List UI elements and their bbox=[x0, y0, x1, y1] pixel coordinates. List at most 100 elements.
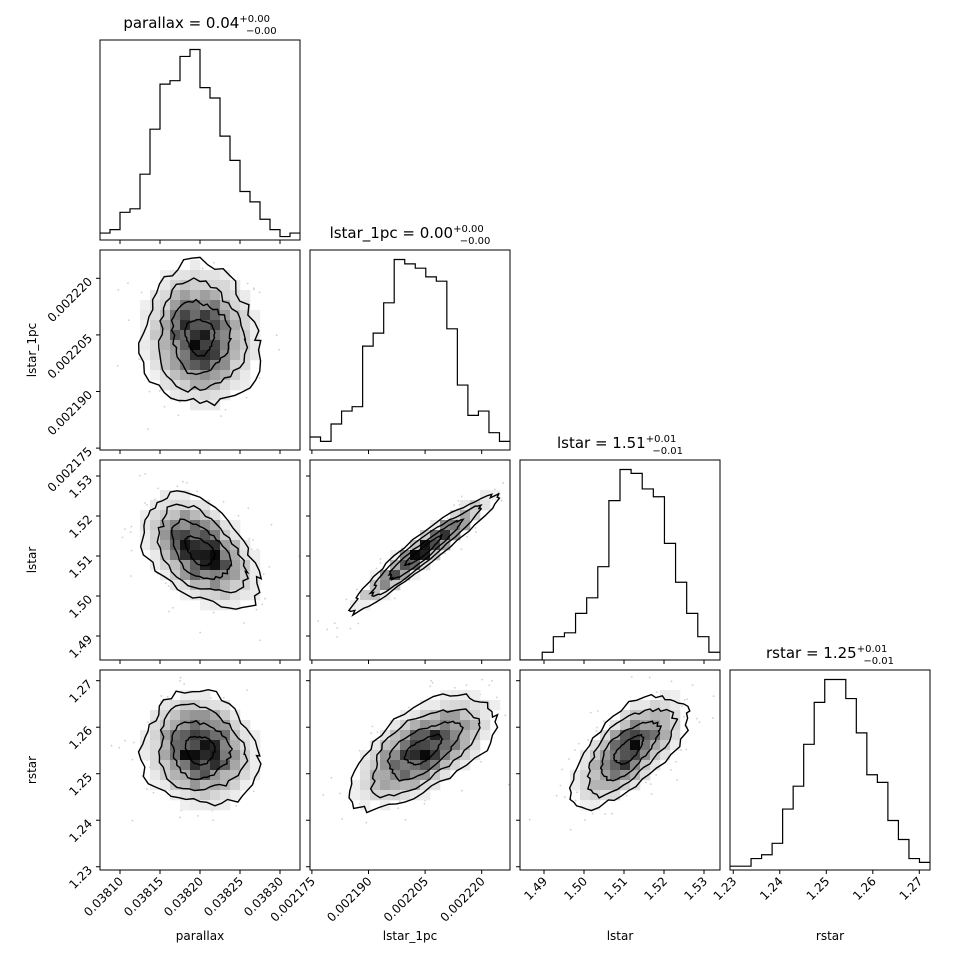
density-cell bbox=[210, 320, 221, 331]
sample-point bbox=[140, 291, 143, 294]
density-cell bbox=[430, 520, 441, 531]
density-cell bbox=[230, 290, 241, 301]
density-cell bbox=[180, 730, 191, 741]
density-cell bbox=[200, 360, 211, 371]
density-cell bbox=[220, 270, 231, 281]
density-cell bbox=[230, 380, 241, 391]
sample-point bbox=[130, 525, 133, 528]
sample-point bbox=[124, 528, 126, 531]
sample-point bbox=[124, 739, 126, 742]
density-cell bbox=[170, 340, 181, 351]
sample-point bbox=[132, 741, 135, 744]
sample-point bbox=[514, 481, 516, 483]
y-tick-label: 1.51 bbox=[66, 552, 95, 581]
sample-point bbox=[443, 552, 446, 555]
density-cell bbox=[180, 750, 191, 761]
axis-labels-layer: parallax lstar_1pc lstar rstarlstar_1pclsta… bbox=[25, 323, 844, 943]
sample-point bbox=[252, 539, 254, 541]
density-cell bbox=[140, 320, 151, 331]
density-cell bbox=[200, 700, 211, 711]
density-cell bbox=[230, 530, 241, 541]
density-cell bbox=[160, 780, 171, 791]
density-cell bbox=[170, 550, 181, 561]
density-cell bbox=[620, 710, 631, 721]
density-cell bbox=[440, 520, 451, 531]
sample-point bbox=[349, 627, 352, 630]
density-cell bbox=[460, 720, 471, 731]
density-cell bbox=[180, 370, 191, 381]
density-cell bbox=[600, 780, 611, 791]
density-cell bbox=[400, 720, 411, 731]
y-tick-label: 0.002220 bbox=[45, 275, 95, 325]
density-cell bbox=[200, 580, 211, 591]
density-cell bbox=[140, 730, 151, 741]
sample-point bbox=[655, 691, 658, 694]
sample-point bbox=[686, 698, 688, 700]
panel-rstar-vs-lstar: 1.49 1.50 1.51 1.52 1.53 bbox=[516, 669, 721, 903]
density-cell bbox=[420, 750, 431, 761]
sample-point bbox=[379, 562, 382, 564]
contour-line bbox=[612, 733, 645, 766]
sample-point bbox=[183, 683, 186, 685]
sample-point bbox=[235, 805, 238, 807]
sample-point bbox=[481, 678, 484, 681]
density-cell bbox=[150, 310, 161, 321]
contour-line bbox=[184, 318, 216, 357]
density-cell bbox=[470, 740, 481, 751]
density-cell bbox=[250, 740, 261, 751]
sample-point bbox=[528, 818, 531, 821]
sample-point bbox=[589, 711, 592, 714]
sample-point bbox=[330, 776, 333, 779]
sample-point bbox=[148, 505, 150, 507]
sample-point bbox=[197, 815, 199, 817]
density-cell bbox=[210, 390, 221, 401]
sample-point bbox=[261, 603, 264, 606]
contour-line bbox=[171, 518, 233, 581]
density-cell bbox=[240, 300, 251, 311]
density-cell bbox=[170, 270, 181, 281]
density-cell bbox=[180, 800, 191, 811]
sample-point bbox=[695, 717, 698, 720]
density-cell bbox=[150, 360, 161, 371]
density-cell bbox=[180, 690, 191, 701]
density-cell bbox=[450, 530, 461, 541]
sample-point bbox=[171, 606, 174, 609]
density-cell bbox=[610, 770, 621, 781]
density-cell bbox=[420, 560, 431, 571]
density-cell bbox=[250, 340, 261, 351]
density-cell bbox=[660, 700, 671, 711]
density-cell bbox=[180, 500, 191, 511]
density-cell bbox=[150, 320, 161, 331]
sample-point bbox=[460, 548, 463, 551]
sample-point bbox=[255, 608, 258, 611]
density-cell bbox=[190, 300, 201, 311]
density-cell bbox=[180, 310, 191, 321]
sample-point bbox=[555, 794, 558, 797]
density-cell bbox=[240, 580, 251, 591]
density-cell bbox=[200, 720, 211, 731]
density-cell bbox=[400, 780, 411, 791]
density-cell bbox=[190, 360, 201, 371]
sample-point bbox=[680, 705, 683, 707]
density-cell bbox=[230, 330, 241, 341]
density-cell bbox=[150, 500, 161, 511]
density-cell bbox=[250, 570, 261, 581]
density-cell bbox=[200, 340, 211, 351]
density-cell bbox=[200, 380, 211, 391]
contour-line bbox=[184, 735, 217, 766]
density-cell bbox=[170, 760, 181, 771]
sample-point bbox=[185, 481, 188, 484]
density-cell bbox=[640, 700, 651, 711]
panel-rstar-vs-parallax: 0.038100.038150.038200.038250.038301.231… bbox=[66, 669, 301, 919]
sample-point bbox=[164, 582, 167, 585]
density-cell bbox=[600, 750, 611, 761]
density-cell bbox=[170, 710, 181, 721]
density-cell bbox=[230, 790, 241, 801]
density-cell bbox=[200, 790, 211, 801]
density-cell bbox=[390, 720, 401, 731]
density-cell bbox=[180, 350, 191, 361]
density-cell bbox=[650, 730, 661, 741]
density-cell bbox=[470, 690, 481, 701]
density-cell bbox=[160, 360, 171, 371]
sample-point bbox=[604, 813, 607, 815]
